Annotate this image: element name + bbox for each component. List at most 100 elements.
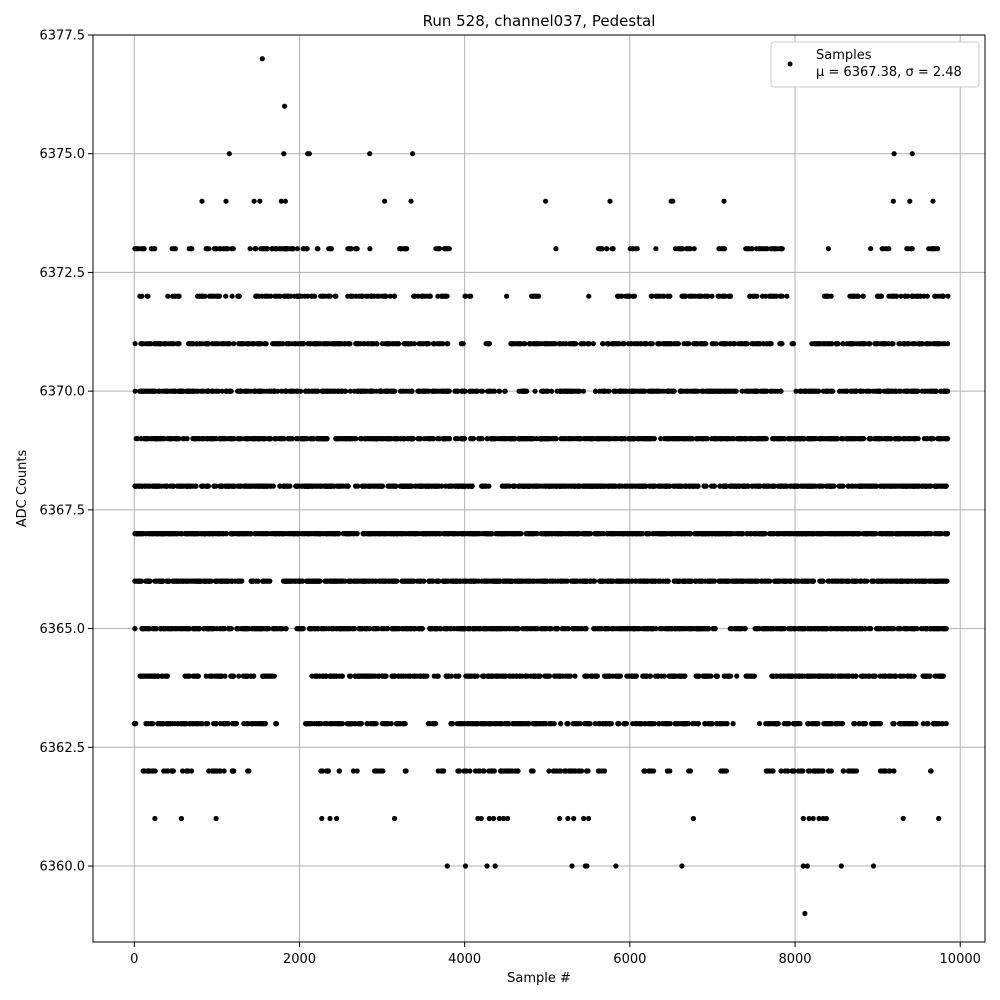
data-point [629, 341, 635, 347]
data-point [236, 341, 242, 347]
data-point [139, 246, 145, 252]
data-point [349, 436, 355, 442]
data-point [684, 436, 691, 442]
data-point [745, 388, 752, 394]
data-point [802, 531, 808, 537]
data-point [435, 578, 441, 584]
data-point [626, 293, 632, 299]
data-point [161, 341, 167, 347]
data-point [752, 483, 758, 489]
data-point [547, 436, 553, 442]
data-point [694, 341, 701, 347]
data-point [387, 293, 393, 299]
data-point [742, 436, 748, 442]
data-point [755, 578, 761, 584]
data-point [536, 578, 542, 584]
data-point [623, 578, 629, 584]
data-point [630, 483, 636, 489]
data-point [657, 578, 663, 584]
data-point [174, 531, 180, 537]
data-point [568, 436, 574, 442]
data-point [589, 436, 595, 442]
data-point [169, 436, 175, 442]
data-point [661, 436, 668, 442]
data-point [831, 531, 838, 537]
data-point [270, 388, 276, 394]
data-point [165, 293, 171, 299]
data-point [716, 246, 722, 252]
data-point [862, 578, 868, 584]
data-point [808, 483, 814, 489]
data-point [167, 388, 173, 394]
data-point [444, 341, 450, 347]
data-point [679, 436, 685, 442]
data-point [582, 578, 588, 584]
data-point [368, 483, 374, 489]
data-point [548, 531, 555, 537]
data-point [909, 246, 915, 252]
data-point [179, 531, 185, 537]
data-point [519, 578, 526, 584]
data-point [573, 341, 579, 347]
data-point [575, 483, 581, 489]
data-point [715, 293, 721, 299]
data-point [703, 341, 709, 347]
data-point [762, 578, 768, 584]
data-point [381, 531, 388, 537]
data-point [273, 246, 279, 252]
data-point [802, 388, 808, 394]
data-point [460, 341, 466, 347]
data-point [722, 483, 728, 489]
data-point [740, 531, 746, 537]
data-point [177, 483, 183, 489]
data-point [426, 531, 432, 537]
data-point [345, 483, 351, 489]
data-point [470, 436, 476, 442]
data-point [690, 388, 697, 394]
data-point [932, 293, 938, 299]
data-point [421, 578, 427, 584]
data-point [620, 388, 626, 394]
data-point [267, 578, 273, 584]
data-point [551, 436, 557, 442]
data-point [711, 483, 718, 489]
data-point [741, 483, 747, 489]
data-point [754, 293, 760, 299]
data-point [850, 388, 856, 394]
data-point [869, 578, 875, 584]
data-point [536, 293, 542, 299]
data-point [309, 293, 315, 299]
data-point [836, 531, 843, 537]
data-point [734, 578, 740, 584]
data-point [893, 388, 899, 394]
data-point [815, 531, 822, 537]
data-point [665, 578, 671, 584]
data-point [818, 578, 824, 584]
data-point [764, 388, 770, 394]
data-point [621, 341, 627, 347]
data-point [443, 246, 449, 252]
data-point [309, 578, 315, 584]
data-point [533, 341, 540, 347]
data-point [157, 341, 163, 347]
data-point [644, 578, 650, 584]
data-point [631, 436, 637, 442]
data-point [655, 388, 661, 394]
data-point [310, 531, 316, 537]
data-point [694, 436, 700, 442]
data-point [245, 341, 251, 347]
data-point [293, 341, 299, 347]
data-point [323, 388, 329, 394]
data-point [252, 388, 258, 394]
data-point [856, 483, 862, 489]
data-point [637, 388, 643, 394]
data-point [520, 388, 526, 394]
data-point [459, 531, 465, 537]
data-point [139, 388, 145, 394]
data-point [260, 246, 266, 252]
data-point [719, 293, 726, 299]
data-point [759, 436, 765, 442]
data-point [216, 388, 222, 394]
data-point [199, 388, 205, 394]
data-point [722, 436, 728, 442]
